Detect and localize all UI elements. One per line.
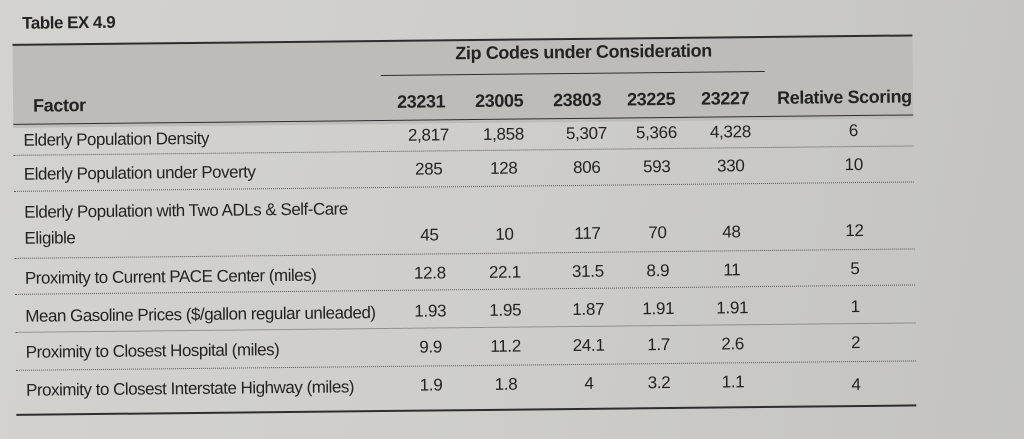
value-cell: 24.1 <box>572 335 605 356</box>
value-cell: 1.1 <box>721 372 745 392</box>
value-cell: 806 <box>572 157 601 178</box>
value-cell: 1.93 <box>414 301 447 321</box>
value-cell: 11.2 <box>490 336 522 356</box>
value-cell: 31.5 <box>571 261 604 282</box>
relative-scoring-column-header: Relative Scoring <box>776 86 912 108</box>
scoring-cell: 10 <box>844 154 864 175</box>
factor-cell: Proximity to Closest Hospital (miles) <box>25 340 280 362</box>
value-cell: 1.9 <box>419 375 443 395</box>
value-cell: 2.6 <box>721 334 745 354</box>
value-cell: 48 <box>722 222 741 242</box>
value-cell: 1.8 <box>494 374 518 394</box>
value-cell: 45 <box>420 225 439 245</box>
factor-cell: Proximity to Current PACE Center (miles) <box>24 265 317 288</box>
scoring-cell: 5 <box>850 259 860 279</box>
value-cell: 9.9 <box>419 337 443 357</box>
value-cell: 1,858 <box>482 124 525 144</box>
value-cell: 128 <box>489 158 518 178</box>
value-cell: 4 <box>584 373 594 393</box>
factor-cell-line1: Elderly Population with Two ADLs & Self-… <box>24 199 348 222</box>
zip-column-header: 23231 <box>396 91 446 112</box>
value-cell: 330 <box>716 156 745 176</box>
scoring-cell: 12 <box>845 220 864 241</box>
value-cell: 593 <box>642 156 671 177</box>
value-cell: 8.9 <box>646 261 670 281</box>
factor-cell: Elderly Population under Poverty <box>23 162 256 184</box>
factor-cell: Elderly Population Density <box>23 128 210 150</box>
scoring-cell: 2 <box>850 333 861 353</box>
value-cell: 1.87 <box>572 299 605 320</box>
value-cell: 22.1 <box>488 262 521 282</box>
zip-column-header: 23005 <box>474 90 524 112</box>
value-cell: 117 <box>574 223 601 243</box>
value-cell: 12.8 <box>413 263 446 283</box>
zip-codes-group-header: Zip Codes under Consideration <box>455 40 712 64</box>
value-cell: 1.91 <box>716 298 749 318</box>
table-caption: Table EX 4.9 <box>22 12 116 33</box>
value-cell: 5,366 <box>635 122 678 143</box>
value-cell: 1.7 <box>647 335 671 355</box>
value-cell: 10 <box>495 224 514 244</box>
value-cell: 70 <box>648 223 667 243</box>
scoring-cell: 1 <box>850 297 860 317</box>
factor-cell-line2: Eligible <box>24 228 76 248</box>
zip-column-header: 23227 <box>700 88 750 109</box>
zip-column-header: 23803 <box>552 89 602 111</box>
factor-cell: Proximity to Closest Interstate Highway … <box>25 377 355 400</box>
value-cell: 3.2 <box>647 373 671 393</box>
table-row: Proximity to Closest Interstate Highway … <box>16 362 916 411</box>
factor-cell: Mean Gasoline Prices ($/gallon regular u… <box>25 303 376 326</box>
value-cell: 4,328 <box>709 122 752 142</box>
value-cell: 2,817 <box>407 125 450 145</box>
value-cell: 285 <box>414 159 443 179</box>
value-cell: 1.95 <box>489 300 522 320</box>
scoring-cell: 4 <box>851 375 861 395</box>
value-cell: 5,307 <box>565 123 608 144</box>
table-row: Elderly Population with Two ADLs & Self-… <box>14 182 915 259</box>
value-cell: 1.91 <box>642 298 675 319</box>
zip-column-header: 23225 <box>626 88 676 110</box>
value-cell: 11 <box>723 260 741 280</box>
factor-column-header: Factor <box>33 95 86 116</box>
scoring-cell: 6 <box>848 121 859 141</box>
